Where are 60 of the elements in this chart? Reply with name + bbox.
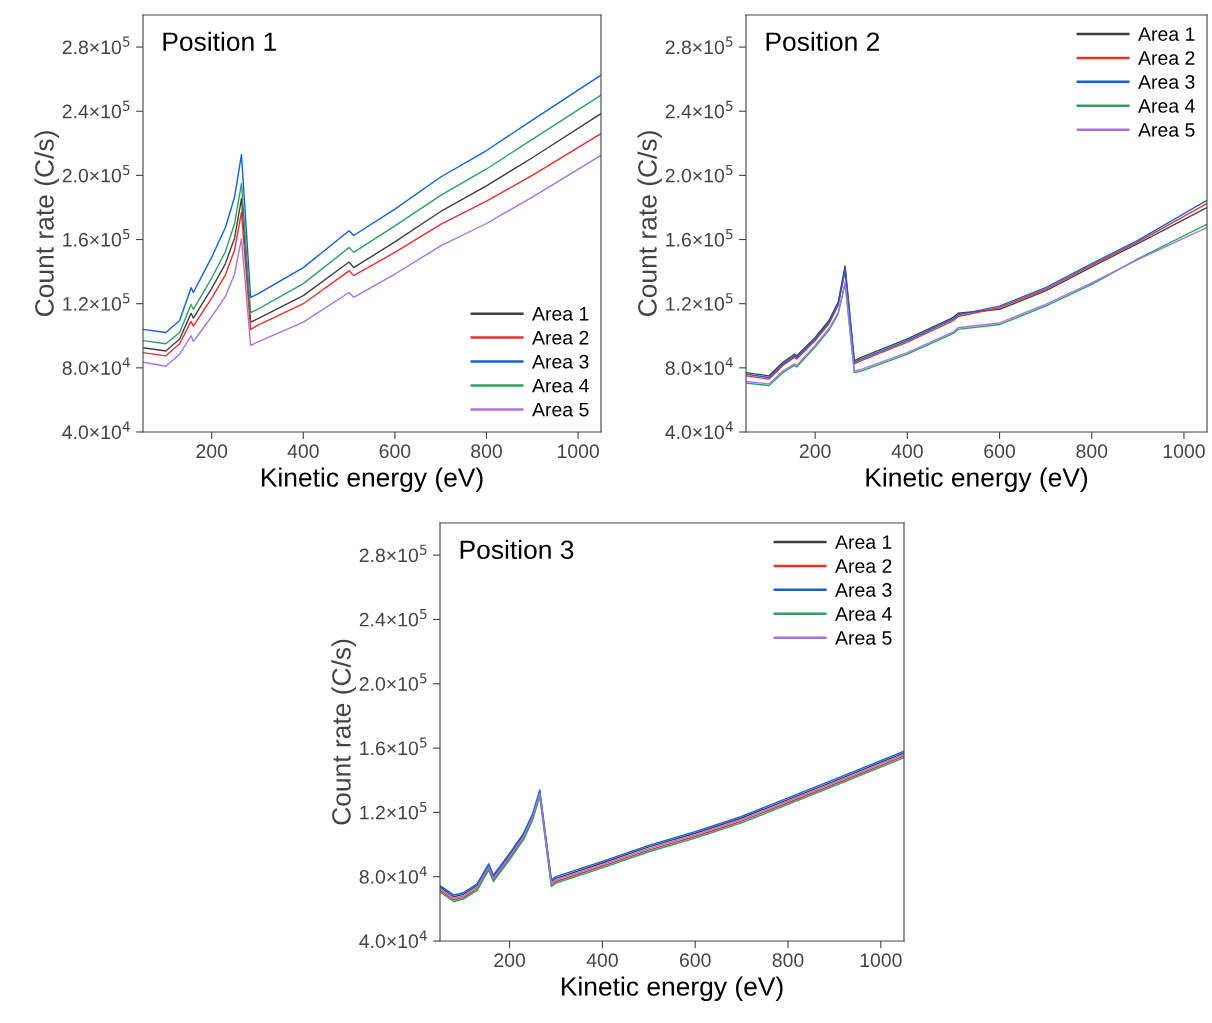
y-tick-label: 2.8×10$^{5}$ (665, 36, 733, 55)
text: Position 3 (460, 539, 574, 560)
legend-label: Area 1 (835, 535, 892, 549)
y-tick-label: 1.6×10$^{5}$ (666, 229, 733, 247)
x-axis-title: Kinetic energy (eV) (561, 976, 783, 1002)
x-tick-label: 200 (196, 444, 228, 459)
legend-label: Area 3 (1138, 75, 1195, 89)
x-tick-label: 1000 (860, 953, 902, 968)
y-tick-label: 8.0×10$^{4}$ (665, 357, 733, 375)
x-tick-label: 200 (799, 444, 831, 459)
x-axis-title: Kinetic energy (eV) (261, 467, 483, 493)
y-tick-label: 2.4×10$^{5}$ (359, 609, 427, 627)
x-tick-label: 400 (287, 444, 319, 459)
y-tick-label: 1.2×10$^{5}$ (63, 293, 130, 311)
y-tick-label: 2.4×10$^{5}$ (62, 100, 130, 119)
legend-label: Area 2 (835, 559, 892, 573)
legend-label: Area 2 (1138, 51, 1195, 65)
y-axis-title: Count rate (C/s) (34, 131, 59, 317)
y-tick-label: 1.2×10$^{5}$ (360, 801, 427, 820)
y-tick-label: 1.6×10$^{5}$ (63, 229, 130, 247)
legend-label: Area 5 (532, 402, 589, 417)
y-tick-label: 4.0×10$^{4}$ (62, 421, 130, 440)
y-tick-label: 4.0×10$^{4}$ (665, 421, 733, 440)
y-tick-label: 8.0×10$^{4}$ (359, 866, 427, 884)
y-axis-title: Count rate (C/s) (331, 639, 356, 825)
y-tick-label: 2.0×10$^{5}$ (62, 164, 130, 183)
x-tick-label: 800 (471, 444, 502, 459)
x-tick-label: 1000 (557, 444, 599, 459)
x-axis-title: Kinetic energy (eV) (866, 467, 1088, 493)
x-tick-label: 200 (494, 953, 526, 968)
legend-label: Area 4 (1138, 99, 1195, 113)
legend-label: Area 4 (532, 378, 589, 393)
legend-label: Area 5 (1138, 123, 1195, 137)
y-tick-label: 1.6×10$^{5}$ (360, 737, 427, 756)
x-tick-label: 600 (379, 444, 411, 459)
chart-title: Position 1 (163, 31, 276, 52)
x-tick-label: 600 (679, 953, 711, 968)
legend-label: Area 3 (835, 583, 892, 597)
y-tick-label: 1.2×10$^{5}$ (666, 293, 733, 311)
legend-label: Area 5 (835, 631, 892, 645)
x-tick-label: 1000 (1163, 444, 1205, 459)
legend-label: Area 3 (532, 354, 589, 369)
x-tick-label: 800 (1076, 444, 1108, 459)
x-tick-label: 800 (772, 953, 804, 968)
y-tick-label: 2.4×10$^{5}$ (665, 100, 733, 119)
y-tick-label: 2.8×10$^{5}$ (359, 544, 427, 563)
y-tick-label: 2.8×10$^{5}$ (62, 36, 130, 55)
legend-label: Area 2 (532, 330, 589, 345)
x-tick-label: 400 (586, 953, 618, 968)
y-tick-label: 8.0×10$^{4}$ (62, 357, 130, 375)
y-tick-label: 2.0×10$^{5}$ (665, 164, 733, 183)
x-tick-label: 400 (891, 444, 923, 459)
y-tick-label: 2.0×10$^{5}$ (359, 673, 427, 691)
legend-label: Area 4 (835, 607, 892, 621)
legend-label: Area 1 (1138, 27, 1195, 41)
y-axis-title: Count rate (C/s) (637, 131, 662, 317)
y-tick-label: 4.0×10$^{4}$ (359, 930, 427, 949)
x-tick-label: 600 (984, 444, 1016, 459)
chart-title: Position 2 (766, 31, 879, 52)
legend-label: Area 1 (532, 307, 589, 321)
